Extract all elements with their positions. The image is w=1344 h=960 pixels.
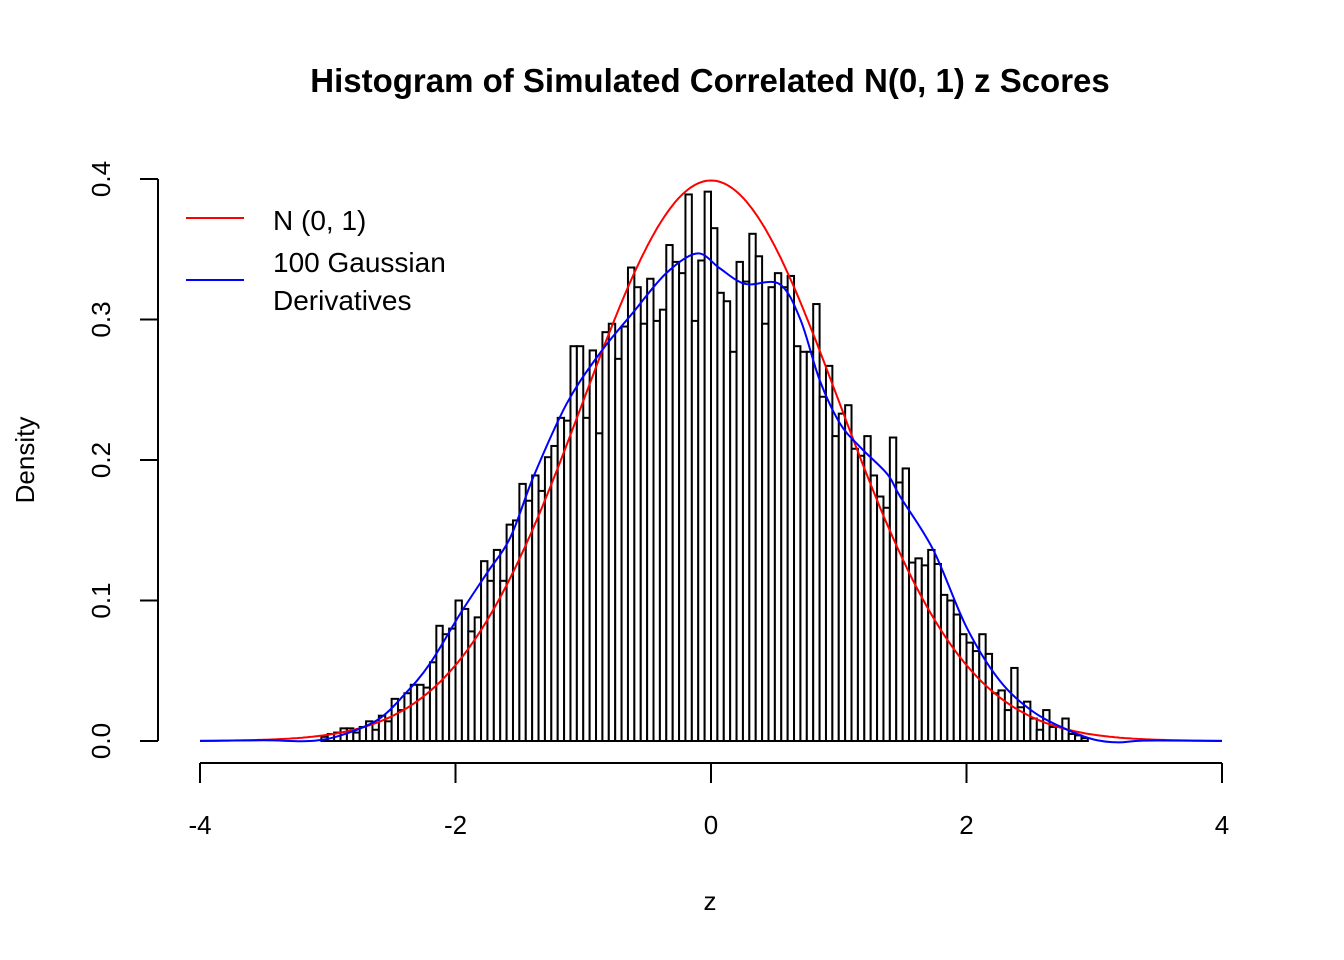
y-tick-label: 0.0 [86,723,116,759]
chart-title: Histogram of Simulated Correlated N(0, 1… [310,62,1110,99]
x-tick-label: 0 [704,810,718,840]
legend-label-normal: N (0, 1) [273,205,366,236]
y-tick-label: 0.2 [86,442,116,478]
legend-label-gaussian: 100 Gaussian [273,247,446,278]
x-tick-label: 4 [1215,810,1229,840]
legend: N (0, 1) 100 Gaussian Derivatives [186,205,446,316]
gaussian-derivatives-curve [199,252,1223,744]
x-tick-label: 2 [959,810,973,840]
x-axis: -4 -2 0 2 4 [188,762,1229,840]
legend-label-derivatives: Derivatives [273,285,411,316]
x-tick-label: -2 [444,810,467,840]
y-axis-title: Density [10,417,40,504]
histogram-bar [1080,737,1089,743]
x-axis-title: z [704,886,717,916]
y-tick-label: 0.1 [86,582,116,618]
y-axis: 0.0 0.1 0.2 0.3 0.4 [86,161,159,759]
y-tick-label: 0.4 [86,161,116,197]
histogram-bar [1042,709,1051,743]
x-tick-label: -4 [188,810,211,840]
histogram-bars [320,190,1089,743]
y-tick-label: 0.3 [86,301,116,337]
